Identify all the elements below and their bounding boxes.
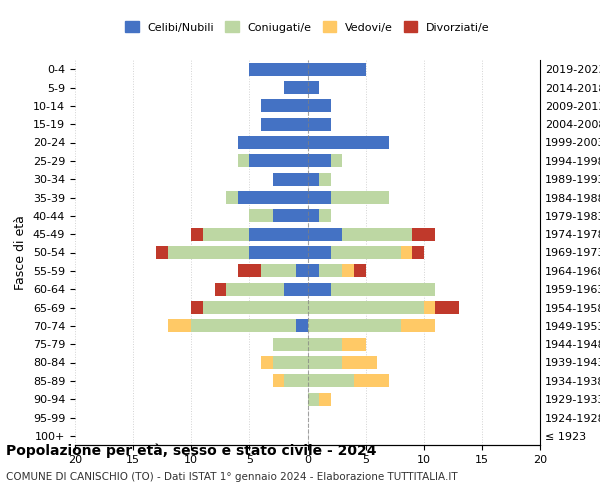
Bar (308, 338, 343, 350)
Bar (401, 320, 436, 332)
Bar (331, 283, 436, 296)
Bar (319, 173, 331, 186)
Bar (331, 154, 343, 167)
Bar (331, 246, 401, 259)
Bar (191, 228, 203, 240)
Bar (191, 301, 203, 314)
Bar (272, 356, 308, 369)
Bar (250, 154, 308, 167)
Bar (261, 356, 272, 369)
Bar (250, 228, 308, 240)
Bar (308, 210, 319, 222)
Bar (308, 136, 389, 149)
Bar (226, 191, 238, 204)
Bar (343, 338, 365, 350)
Bar (308, 320, 401, 332)
Bar (250, 63, 308, 76)
Bar (157, 246, 168, 259)
Bar (354, 374, 389, 387)
Bar (401, 246, 412, 259)
Bar (319, 210, 331, 222)
Bar (238, 154, 250, 167)
Bar (308, 191, 331, 204)
Bar (296, 264, 308, 277)
Bar (250, 210, 272, 222)
Bar (284, 283, 308, 296)
Bar (261, 118, 308, 130)
Bar (308, 228, 343, 240)
Bar (261, 264, 296, 277)
Bar (308, 63, 365, 76)
Bar (424, 301, 436, 314)
Bar (284, 81, 308, 94)
Bar (191, 320, 296, 332)
Legend: Celibi/Nubili, Coniugati/e, Vedovi/e, Divorziati/e: Celibi/Nubili, Coniugati/e, Vedovi/e, Di… (120, 16, 495, 38)
Bar (238, 136, 308, 149)
Bar (238, 264, 261, 277)
Bar (238, 191, 308, 204)
Bar (308, 301, 424, 314)
Bar (272, 338, 308, 350)
Bar (412, 246, 424, 259)
Bar (168, 246, 250, 259)
Bar (343, 228, 412, 240)
Bar (308, 100, 331, 112)
Bar (308, 173, 319, 186)
Bar (354, 264, 365, 277)
Bar (319, 393, 331, 406)
Text: Popolazione per età, sesso e stato civile - 2024: Popolazione per età, sesso e stato civil… (6, 444, 377, 458)
Bar (319, 264, 343, 277)
Bar (436, 301, 458, 314)
Bar (272, 374, 284, 387)
Text: COMUNE DI CANISCHIO (TO) - Dati ISTAT 1° gennaio 2024 - Elaborazione TUTTITALIA.: COMUNE DI CANISCHIO (TO) - Dati ISTAT 1°… (6, 472, 458, 482)
Bar (308, 283, 331, 296)
Bar (203, 301, 308, 314)
Bar (203, 228, 250, 240)
Bar (343, 356, 377, 369)
Bar (215, 283, 226, 296)
Bar (308, 154, 331, 167)
Y-axis label: Fasce di età: Fasce di età (14, 215, 28, 290)
Bar (168, 320, 191, 332)
Bar (343, 264, 354, 277)
Bar (412, 228, 436, 240)
Bar (261, 100, 308, 112)
Bar (272, 210, 308, 222)
Bar (308, 356, 343, 369)
Bar (250, 246, 308, 259)
Bar (272, 173, 308, 186)
Bar (308, 246, 331, 259)
Bar (308, 374, 354, 387)
Bar (308, 81, 319, 94)
Bar (284, 374, 308, 387)
Bar (296, 320, 308, 332)
Bar (226, 283, 284, 296)
Bar (308, 118, 331, 130)
Bar (331, 191, 389, 204)
Bar (308, 393, 319, 406)
Bar (308, 264, 319, 277)
